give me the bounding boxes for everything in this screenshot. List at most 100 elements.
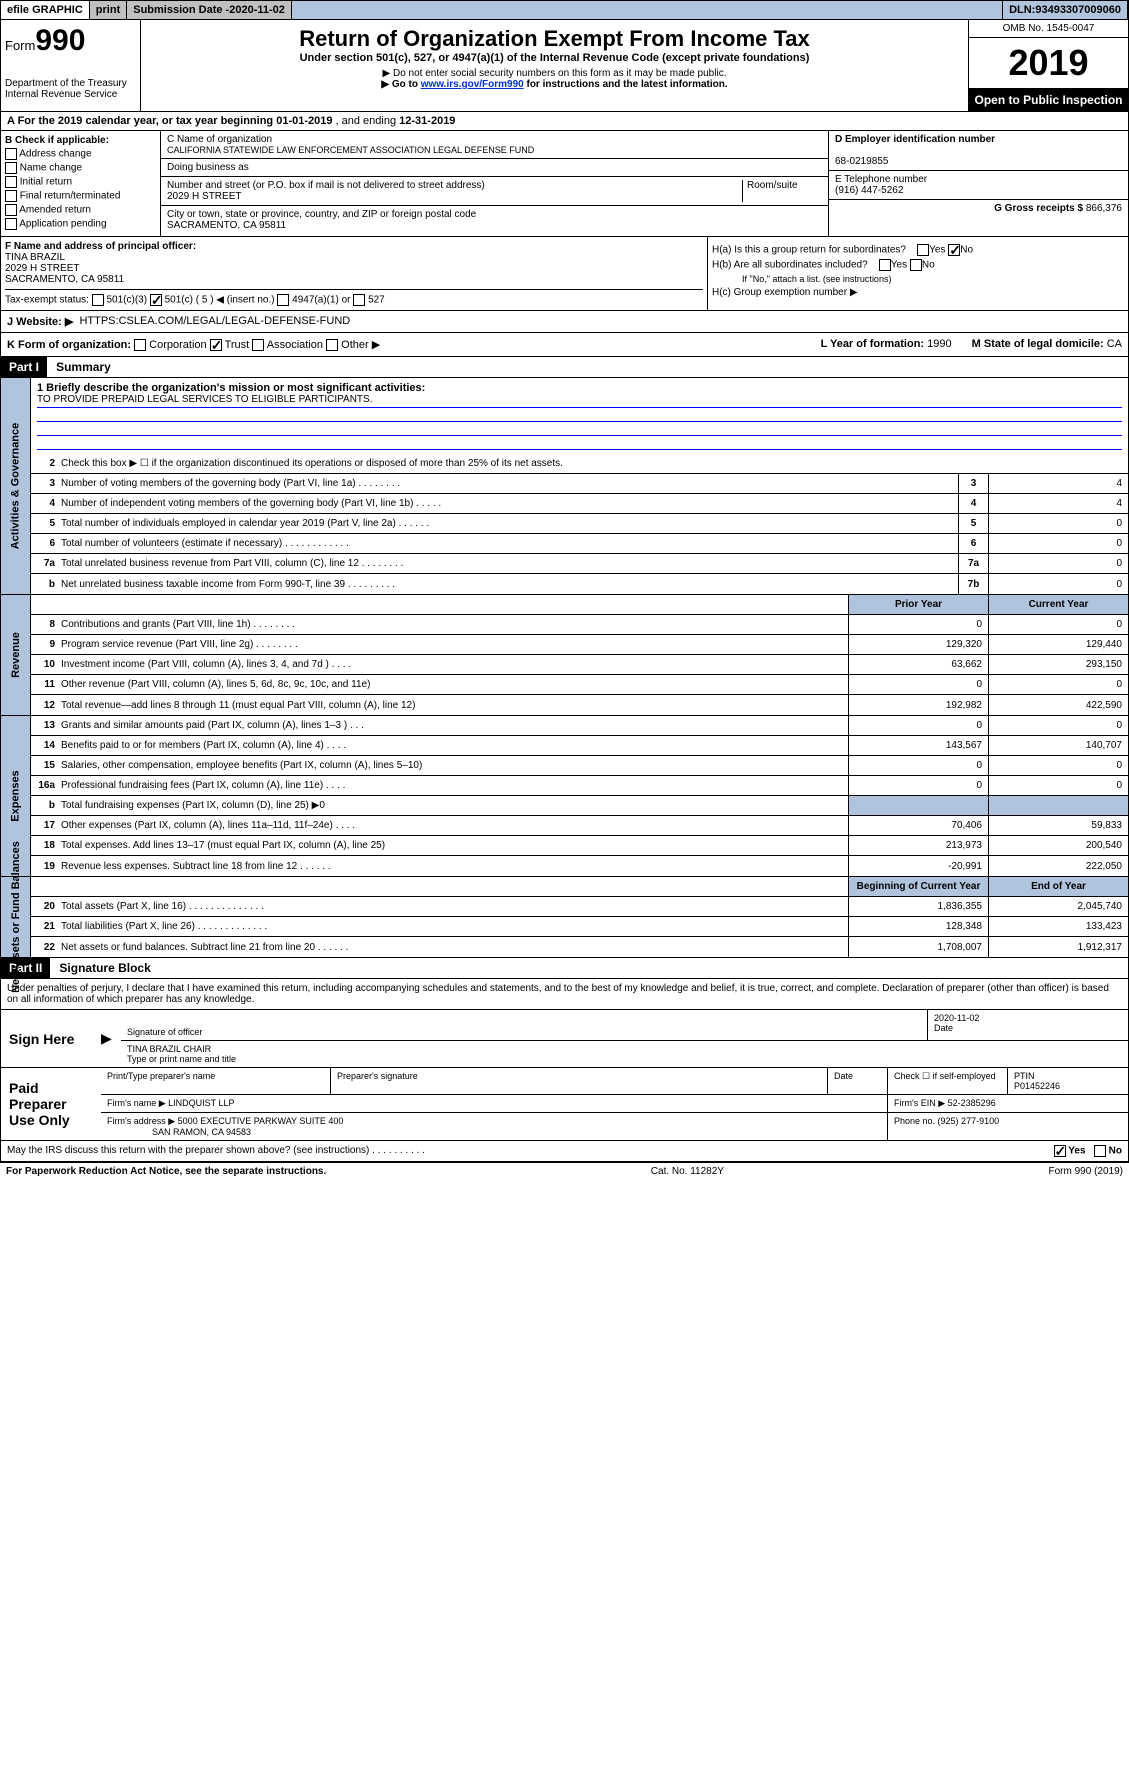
line-num: 15: [31, 760, 61, 771]
form-header: Form990 Department of the Treasury Inter…: [0, 20, 1129, 112]
discuss-yes[interactable]: [1054, 1145, 1066, 1157]
firm-phone-label: Phone no.: [894, 1116, 938, 1126]
line-value: 0: [988, 534, 1128, 553]
sig-date-label: Date: [934, 1023, 1122, 1033]
line-value: 0: [988, 554, 1128, 573]
line-desc: Total liabilities (Part X, line 26) . . …: [61, 918, 848, 935]
row-k-form-org: K Form of organization: Corporation Trus…: [0, 333, 1129, 357]
check-application-pending[interactable]: Application pending: [5, 218, 156, 230]
summary-line: 16a Professional fundraising fees (Part …: [31, 776, 1128, 796]
col-f-officer: F Name and address of principal officer:…: [1, 237, 708, 310]
sig-date: 2020-11-02: [934, 1013, 1122, 1023]
check-initial-return[interactable]: Initial return: [5, 176, 156, 188]
line-desc: Total number of individuals employed in …: [61, 515, 958, 532]
line-num: 6: [31, 538, 61, 549]
check-assoc[interactable]: [252, 339, 264, 351]
summary-line: 7a Total unrelated business revenue from…: [31, 554, 1128, 574]
officer-typed-name: TINA BRAZIL CHAIR: [127, 1044, 1122, 1054]
begin-year-header: Beginning of Current Year: [848, 877, 988, 896]
state-domicile: CA: [1107, 338, 1122, 350]
line-desc: Total number of volunteers (estimate if …: [61, 535, 958, 552]
row-j-website: J Website: ▶ HTTPS:CSLEA.COM/LEGAL/LEGAL…: [0, 311, 1129, 333]
part1-netassets: Net Assets or Fund Balances Beginning of…: [0, 877, 1129, 958]
check-501c[interactable]: [150, 294, 162, 306]
line-prior: 213,973: [848, 836, 988, 855]
line-current: 129,440: [988, 635, 1128, 654]
discuss-row: May the IRS discuss this return with the…: [0, 1141, 1129, 1162]
line-desc: Salaries, other compensation, employee b…: [61, 757, 848, 774]
self-employed-check[interactable]: Check ☐ if self-employed: [888, 1068, 1008, 1094]
revenue-label: Revenue: [1, 595, 31, 715]
header-note2: ▶ Go to www.irs.gov/Form990 for instruct…: [147, 79, 962, 90]
line-current: 1,912,317: [988, 937, 1128, 957]
irs-link[interactable]: www.irs.gov/Form990: [421, 79, 524, 90]
line-num: 12: [31, 700, 61, 711]
part2-header-row: Part II Signature Block: [0, 958, 1129, 979]
line-num: 5: [31, 518, 61, 529]
topbar-spacer: [292, 1, 1003, 19]
street-value: 2029 H STREET: [167, 191, 742, 202]
current-year-header: Current Year: [988, 595, 1128, 614]
line-num: b: [31, 800, 61, 811]
line-prior: 0: [848, 756, 988, 775]
line-prior: [848, 796, 988, 815]
hb-no[interactable]: [910, 259, 922, 271]
sign-here-label: Sign Here: [1, 1010, 101, 1067]
hb-note: If "No," attach a list. (see instruction…: [712, 274, 1124, 284]
line-current: 422,590: [988, 695, 1128, 715]
summary-line: 14 Benefits paid to or for members (Part…: [31, 736, 1128, 756]
check-final-return[interactable]: Final return/terminated: [5, 190, 156, 202]
line-current: 0: [988, 716, 1128, 735]
line-num: 20: [31, 901, 61, 912]
part1-governance: Activities & Governance 1 Briefly descri…: [0, 378, 1129, 595]
line-desc: Other expenses (Part IX, column (A), lin…: [61, 817, 848, 834]
state-domicile-label: M State of legal domicile:: [972, 338, 1107, 350]
part1-header-row: Part I Summary: [0, 357, 1129, 378]
dln-cell: DLN: 93493307009060: [1003, 1, 1128, 19]
check-501c3[interactable]: [92, 294, 104, 306]
print-button[interactable]: print: [90, 1, 127, 19]
summary-line: 19 Revenue less expenses. Subtract line …: [31, 856, 1128, 876]
line-num: 10: [31, 659, 61, 670]
line-box: 7b: [958, 574, 988, 594]
line-prior: 0: [848, 675, 988, 694]
hc-group-exemption: H(c) Group exemption number ▶: [712, 287, 1124, 298]
discuss-no[interactable]: [1094, 1145, 1106, 1157]
part1-badge: Part I: [1, 357, 47, 377]
line-desc: Net assets or fund balances. Subtract li…: [61, 939, 848, 956]
check-corp[interactable]: [134, 339, 146, 351]
line-current: 293,150: [988, 655, 1128, 674]
check-527[interactable]: [353, 294, 365, 306]
prior-year-header: Prior Year: [848, 595, 988, 614]
dba-label: Doing business as: [167, 162, 822, 173]
summary-line: 4 Number of independent voting members o…: [31, 494, 1128, 514]
firm-name: LINDQUIST LLP: [168, 1098, 234, 1108]
paperwork-notice: For Paperwork Reduction Act Notice, see …: [6, 1166, 326, 1177]
line-prior: 0: [848, 716, 988, 735]
city-label: City or town, state or province, country…: [167, 209, 822, 220]
check-other[interactable]: [326, 339, 338, 351]
ha-yes[interactable]: [917, 244, 929, 256]
check-trust[interactable]: [210, 339, 222, 351]
firm-addr1: 5000 EXECUTIVE PARKWAY SUITE 400: [178, 1116, 344, 1126]
col-h-group: H(a) Is this a group return for subordin…: [708, 237, 1128, 310]
ha-no[interactable]: [948, 244, 960, 256]
summary-line: 11 Other revenue (Part VIII, column (A),…: [31, 675, 1128, 695]
tax-year: 2019: [969, 38, 1128, 89]
check-amended[interactable]: Amended return: [5, 204, 156, 216]
section-bcde: B Check if applicable: Address change Na…: [0, 131, 1129, 237]
firm-name-label: Firm's name ▶: [107, 1098, 166, 1108]
line-current: 0: [988, 756, 1128, 775]
hb-yes[interactable]: [879, 259, 891, 271]
check-4947[interactable]: [277, 294, 289, 306]
ein-label: D Employer identification number: [835, 134, 995, 145]
check-name-change[interactable]: Name change: [5, 162, 156, 174]
line-value: 4: [988, 474, 1128, 493]
check-address-change[interactable]: Address change: [5, 148, 156, 160]
row-a-tax-year: A For the 2019 calendar year, or tax yea…: [0, 112, 1129, 131]
part1-revenue: Revenue Prior YearCurrent Year 8 Contrib…: [0, 595, 1129, 716]
footer: For Paperwork Reduction Act Notice, see …: [0, 1162, 1129, 1180]
arrow-icon: ▶: [101, 1030, 112, 1047]
mission-text: TO PROVIDE PREPAID LEGAL SERVICES TO ELI…: [37, 394, 1122, 408]
line-current: 0: [988, 675, 1128, 694]
